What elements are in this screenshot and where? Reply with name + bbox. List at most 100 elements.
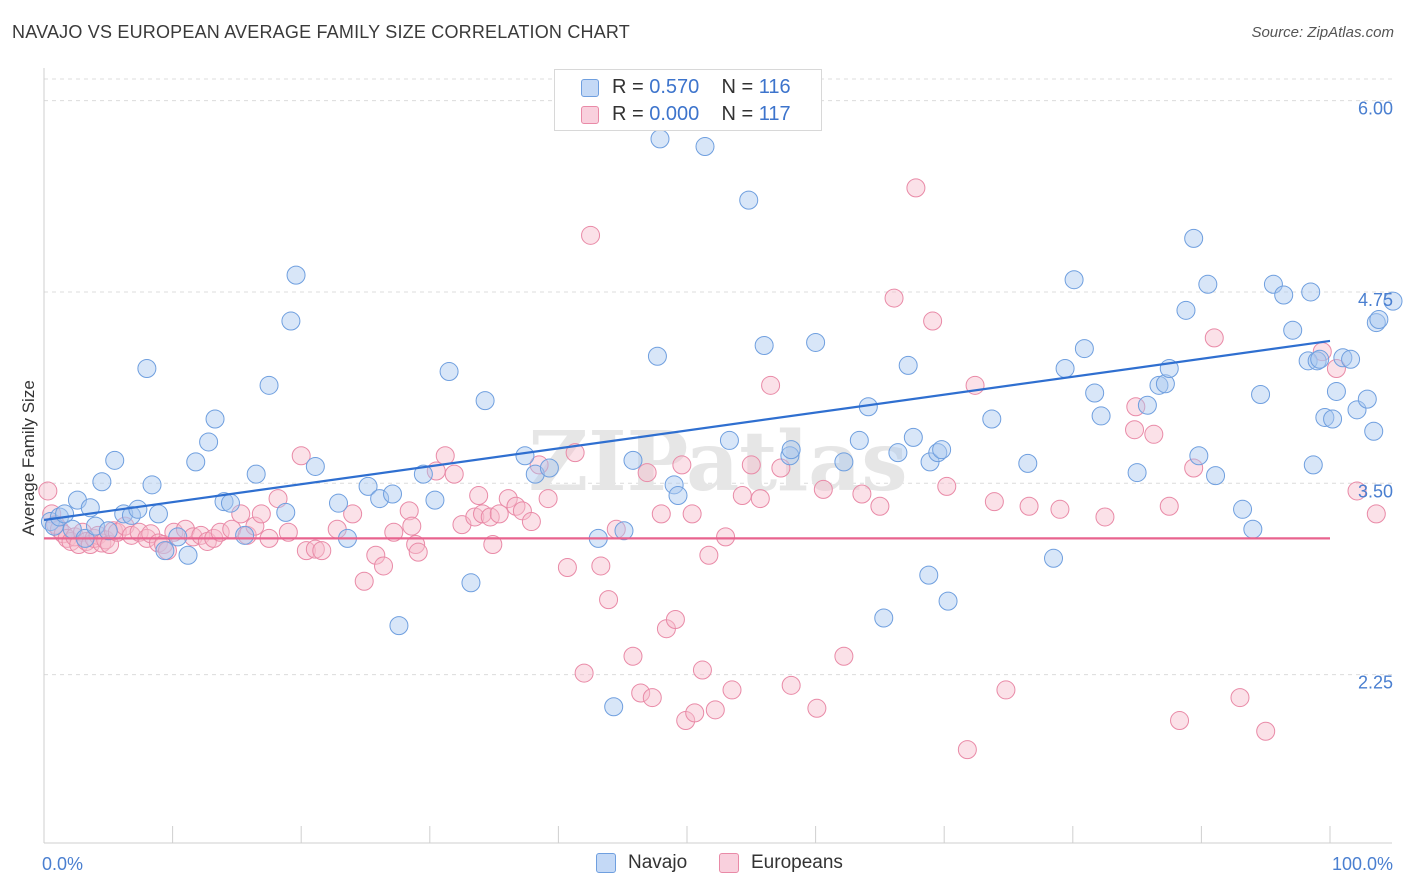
- navajo-point: [148, 504, 168, 524]
- y-tick-label: 6.00: [1358, 99, 1393, 119]
- europeans-point: [996, 680, 1016, 700]
- navajo-point: [259, 375, 279, 395]
- bottom-legend-label-navajo: Navajo: [628, 852, 688, 873]
- europeans-point: [692, 660, 712, 680]
- navajo-point: [199, 432, 219, 452]
- navajo-point: [515, 446, 535, 466]
- y-tick-label: 2.25: [1358, 673, 1393, 693]
- europeans-point: [1019, 496, 1039, 516]
- europeans-point: [807, 698, 827, 718]
- navajo-point: [1233, 499, 1253, 519]
- navajo-point: [425, 490, 445, 510]
- europeans-point: [1159, 496, 1179, 516]
- europeans-point: [716, 527, 736, 547]
- europeans-point: [465, 507, 485, 527]
- navajo-point: [938, 591, 958, 611]
- navajo-point: [719, 430, 739, 450]
- x-tick-label-min: 0.0%: [42, 854, 83, 874]
- navajo-point: [281, 311, 301, 331]
- europeans-point: [374, 556, 394, 576]
- europeans-point: [642, 688, 662, 708]
- europeans-point: [1230, 688, 1250, 708]
- navajo-point: [1326, 381, 1346, 401]
- navajo-point: [781, 440, 801, 460]
- europeans-point: [1095, 507, 1115, 527]
- navajo-point: [874, 608, 894, 628]
- navajo-point: [888, 443, 908, 463]
- europeans-point: [1184, 458, 1204, 478]
- tick-labels: 2.25 3.50 4.75 6.00 0.0% 100.0%: [42, 99, 1393, 874]
- navajo-point: [982, 409, 1002, 429]
- navajo-point: [1274, 285, 1294, 305]
- europeans-point: [1347, 481, 1367, 501]
- europeans-point: [473, 504, 493, 524]
- europeans-point: [699, 545, 719, 565]
- europeans-point: [1125, 420, 1145, 440]
- bottom-legend-swatch-europeans: [719, 853, 739, 873]
- navajo-point: [1301, 282, 1321, 302]
- legend-text-europeans: R = 0.000 N = 117: [612, 103, 791, 125]
- europeans-point: [631, 683, 651, 703]
- navajo-point: [128, 499, 148, 519]
- europeans-point: [183, 527, 203, 547]
- navajo-point: [92, 472, 112, 492]
- navajo-point: [806, 332, 826, 352]
- europeans-point: [1366, 504, 1386, 524]
- europeans-point: [741, 455, 761, 475]
- navajo-point: [1369, 310, 1389, 330]
- navajo-point: [1383, 291, 1403, 311]
- navajo-point: [1155, 374, 1175, 394]
- navajo-point: [413, 464, 433, 484]
- bottom-legend-label-europeans: Europeans: [751, 852, 843, 873]
- legend-text-navajo: R = 0.570 N = 116: [612, 76, 791, 98]
- navajo-point: [246, 464, 266, 484]
- navajo-point: [286, 265, 306, 285]
- x-tick-label-max: 100.0%: [1332, 854, 1393, 874]
- navajo-point: [137, 358, 157, 378]
- europeans-point: [906, 178, 926, 198]
- europeans-point: [957, 740, 977, 760]
- navajo-point: [1263, 274, 1283, 294]
- navajo-point: [919, 565, 939, 585]
- navajo-point: [849, 430, 869, 450]
- navajo-point: [235, 525, 255, 545]
- navajo-point: [928, 443, 948, 463]
- navajo-point: [1347, 400, 1367, 420]
- y-tick-label: 4.75: [1358, 290, 1393, 310]
- europeans-point: [599, 590, 619, 610]
- navajo-point: [85, 516, 105, 536]
- europeans-point: [1144, 424, 1164, 444]
- navajo-point: [1127, 463, 1147, 483]
- series-navajo: [40, 129, 1403, 717]
- navajo-point: [539, 458, 559, 478]
- europeans-point: [384, 522, 404, 542]
- europeans-point: [521, 512, 541, 532]
- europeans-point: [1204, 328, 1224, 348]
- navajo-point: [1137, 395, 1157, 415]
- europeans-point: [722, 680, 742, 700]
- navajo-trend-line: [43, 339, 1331, 522]
- europeans-point: [852, 484, 872, 504]
- europeans-point: [408, 542, 428, 562]
- navajo-point: [186, 452, 206, 472]
- europeans-point: [305, 539, 325, 559]
- navajo-point: [647, 346, 667, 366]
- navajo-point: [214, 492, 234, 512]
- navajo-point: [1044, 548, 1064, 568]
- europeans-point: [705, 700, 725, 720]
- navajo-point: [105, 450, 125, 470]
- navajo-point: [668, 486, 688, 506]
- navajo-point: [98, 521, 118, 541]
- navajo-point: [155, 541, 175, 561]
- europeans-point: [813, 479, 833, 499]
- europeans-point: [1256, 721, 1276, 741]
- navajo-point: [898, 355, 918, 375]
- navajo-point: [1315, 407, 1335, 427]
- axes: [43, 68, 1392, 844]
- europeans-point: [435, 446, 455, 466]
- navajo-point: [650, 129, 670, 149]
- navajo-point: [305, 456, 325, 476]
- navajo-point: [1189, 446, 1209, 466]
- series-europeans: [38, 178, 1386, 760]
